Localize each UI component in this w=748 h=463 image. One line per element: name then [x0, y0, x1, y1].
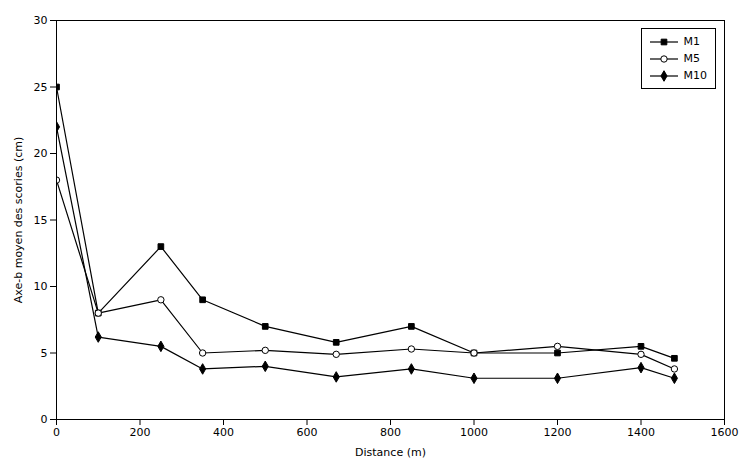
svg-text:0: 0	[53, 426, 60, 439]
html-text:M5: M5	[683, 52, 700, 65]
svg-text:20: 20	[34, 147, 48, 160]
svg-text:1600: 1600	[711, 426, 739, 439]
svg-text:400: 400	[213, 426, 234, 439]
svg-text:25: 25	[34, 81, 48, 94]
svg-text:0: 0	[41, 413, 48, 426]
svg-text:Distance (m): Distance (m)	[355, 446, 426, 459]
svg-text:15: 15	[34, 214, 48, 227]
svg-text:1400: 1400	[627, 426, 655, 439]
svg-text:800: 800	[380, 426, 401, 439]
svg-text:1000: 1000	[460, 426, 488, 439]
svg-text:5: 5	[41, 347, 48, 360]
svg-text:600: 600	[297, 426, 318, 439]
svg-text:30: 30	[34, 14, 48, 27]
svg-text:200: 200	[130, 426, 151, 439]
svg-text:10: 10	[34, 280, 48, 293]
svg-text:Axe-b moyen des scories (cm): Axe-b moyen des scories (cm)	[12, 137, 25, 304]
html-text:M10: M10	[683, 69, 707, 82]
html-text:M1: M1	[683, 35, 700, 48]
svg-text:1200: 1200	[544, 426, 572, 439]
